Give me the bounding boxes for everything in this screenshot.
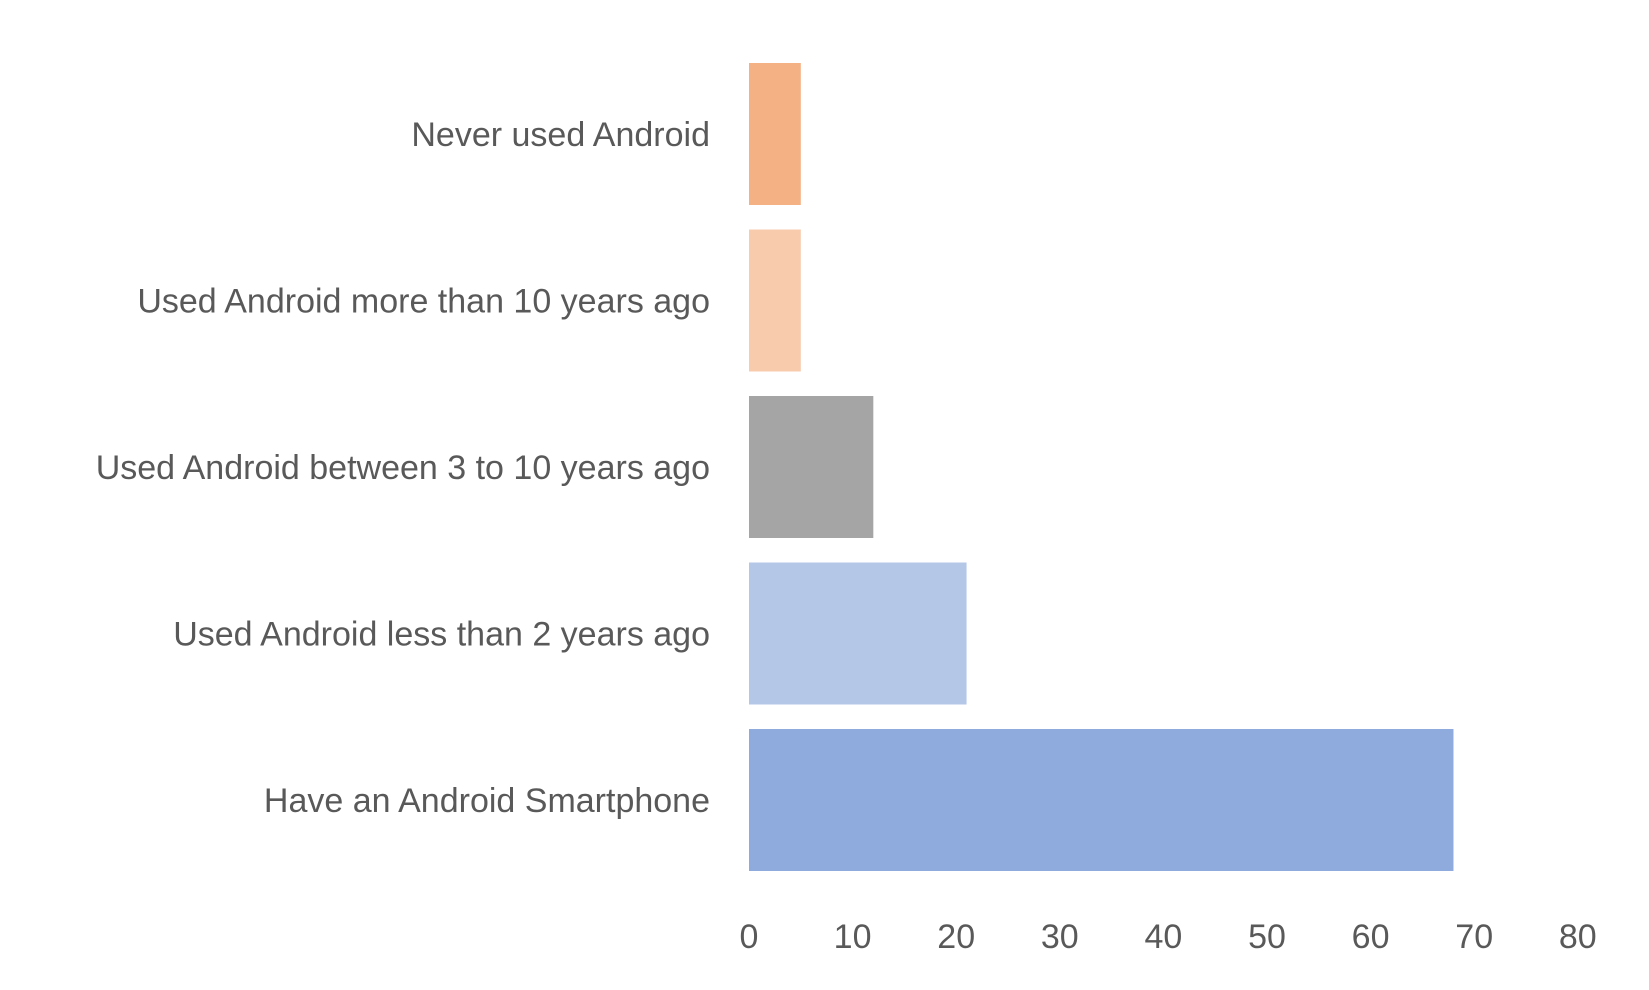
category-label-4: Have an Android Smartphone (264, 782, 710, 820)
category-label-1: Used Android more than 10 years ago (137, 283, 710, 321)
category-labels: Never used Android Used Android more than… (96, 116, 710, 820)
bar-3 (749, 562, 967, 705)
x-tick-label-2: 20 (937, 918, 975, 956)
x-axis-tick-labels: 0 10 20 30 40 50 60 70 80 (740, 918, 1597, 956)
category-label-3: Used Android less than 2 years ago (173, 616, 710, 654)
x-tick-label-8: 80 (1559, 918, 1597, 956)
x-tick-label-7: 70 (1455, 918, 1493, 956)
bar-1 (749, 229, 801, 372)
category-label-0: Never used Android (411, 116, 710, 154)
x-tick-label-1: 10 (834, 918, 872, 956)
x-tick-label-6: 60 (1352, 918, 1390, 956)
bars-group (749, 63, 1454, 871)
bar-0 (749, 63, 801, 205)
x-tick-label-3: 30 (1041, 918, 1079, 956)
x-tick-label-0: 0 (740, 918, 759, 956)
bar-2 (749, 396, 874, 538)
x-tick-label-4: 40 (1144, 918, 1182, 956)
bar-4 (749, 729, 1454, 871)
category-label-2: Used Android between 3 to 10 years ago (96, 449, 710, 487)
x-tick-label-5: 50 (1248, 918, 1286, 956)
